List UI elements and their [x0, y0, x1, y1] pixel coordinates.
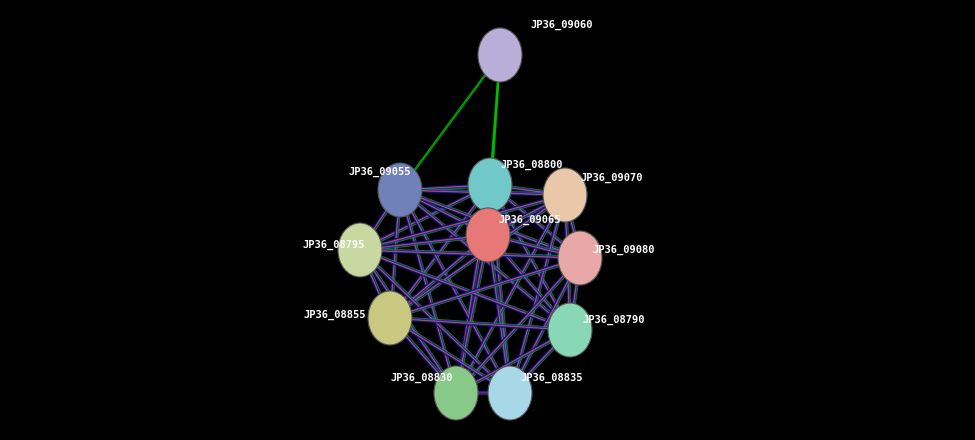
- Text: JP36_08800: JP36_08800: [500, 160, 563, 170]
- Ellipse shape: [466, 208, 510, 262]
- Ellipse shape: [378, 163, 422, 217]
- Text: JP36_08795: JP36_08795: [302, 240, 365, 250]
- Text: JP36_09080: JP36_09080: [592, 245, 654, 255]
- Text: JP36_09070: JP36_09070: [580, 173, 643, 183]
- Text: JP36_09060: JP36_09060: [530, 20, 593, 30]
- Ellipse shape: [468, 158, 512, 212]
- Ellipse shape: [548, 303, 592, 357]
- Ellipse shape: [478, 28, 522, 82]
- Ellipse shape: [488, 366, 532, 420]
- Ellipse shape: [338, 223, 382, 277]
- Ellipse shape: [558, 231, 602, 285]
- Text: JP36_08830: JP36_08830: [390, 373, 452, 383]
- Ellipse shape: [434, 366, 478, 420]
- Text: JP36_09065: JP36_09065: [498, 215, 561, 225]
- Text: JP36_08790: JP36_08790: [582, 315, 644, 325]
- Text: JP36_08835: JP36_08835: [520, 373, 582, 383]
- Text: JP36_08855: JP36_08855: [303, 310, 366, 320]
- Text: JP36_09055: JP36_09055: [348, 167, 410, 177]
- Ellipse shape: [368, 291, 412, 345]
- Ellipse shape: [543, 168, 587, 222]
